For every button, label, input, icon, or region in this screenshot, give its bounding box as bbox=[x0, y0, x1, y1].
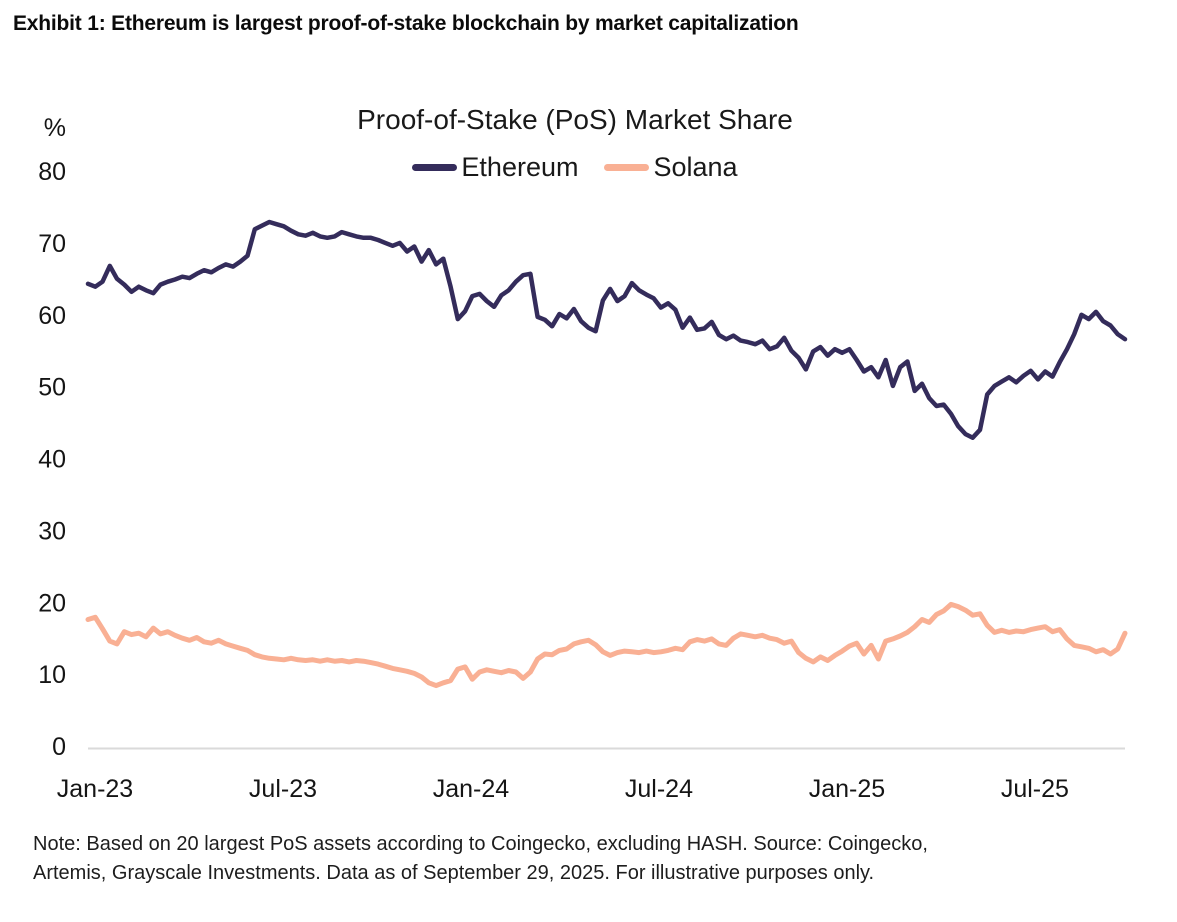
x-tick-label: Jan-25 bbox=[809, 775, 885, 803]
x-tick-label: Jul-25 bbox=[1001, 775, 1069, 803]
y-tick-label: 10 bbox=[38, 661, 66, 689]
y-tick-label: 40 bbox=[38, 446, 66, 474]
solana-line-swatch bbox=[604, 164, 650, 171]
legend-item-solana: Solana bbox=[604, 152, 738, 183]
y-tick-label: 30 bbox=[38, 517, 66, 545]
note-line-2: Artemis, Grayscale Investments. Data as … bbox=[33, 862, 875, 884]
x-tick-label: Jul-24 bbox=[625, 775, 693, 803]
y-tick-label: 50 bbox=[38, 374, 66, 402]
ethereum-line bbox=[85, 219, 1128, 440]
legend-label-solana: Solana bbox=[653, 152, 738, 182]
solana-line bbox=[85, 601, 1128, 689]
legend-label-ethereum: Ethereum bbox=[461, 152, 579, 182]
legend: Ethereum Solana bbox=[0, 152, 1150, 183]
y-tick-label: 0 bbox=[52, 733, 66, 761]
y-tick-label: 60 bbox=[38, 302, 66, 330]
y-tick-label: 70 bbox=[38, 230, 66, 258]
ethereum-line-swatch bbox=[412, 164, 458, 171]
note-line-1: Note: Based on 20 largest PoS assets acc… bbox=[33, 833, 928, 855]
x-tick-label: Jan-24 bbox=[433, 775, 510, 803]
exhibit-title: Exhibit 1: Ethereum is largest proof-of-… bbox=[13, 12, 799, 35]
y-tick-label: 20 bbox=[38, 589, 66, 617]
x-tick-label: Jan-23 bbox=[57, 775, 133, 803]
legend-item-ethereum: Ethereum bbox=[412, 152, 578, 183]
x-tick-label: Jul-23 bbox=[249, 775, 317, 803]
chart-footnote: Note: Based on 20 largest PoS assets acc… bbox=[33, 830, 928, 888]
chart-title: Proof-of-Stake (PoS) Market Share bbox=[357, 104, 793, 135]
